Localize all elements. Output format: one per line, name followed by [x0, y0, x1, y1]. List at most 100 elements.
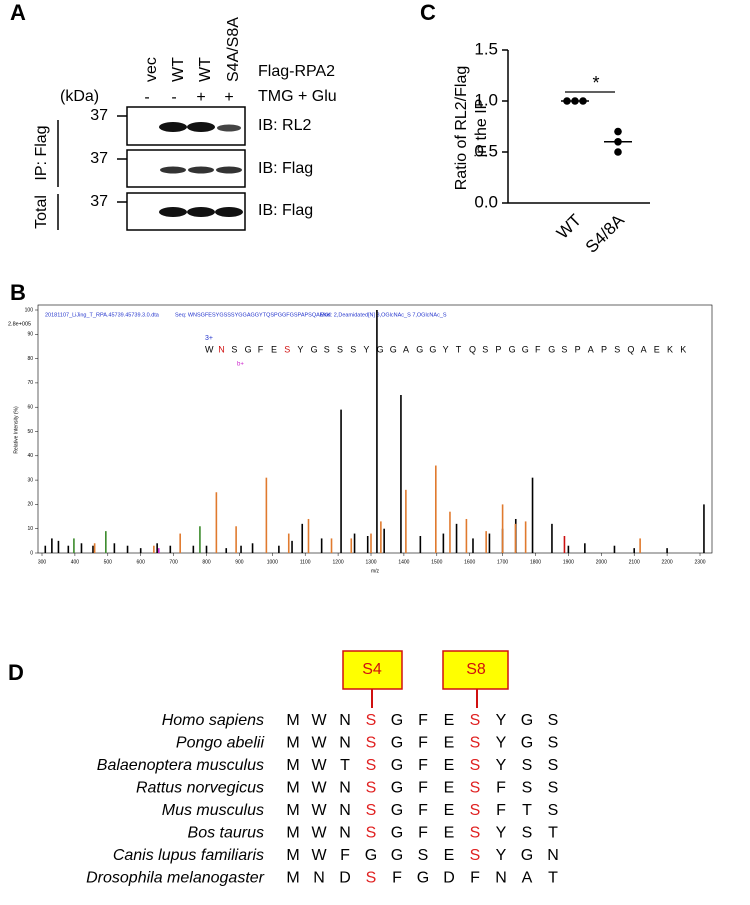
x-axis-label: m/z: [371, 568, 380, 574]
sequence-residue: A: [641, 344, 647, 354]
residue: S: [366, 870, 377, 887]
residue: F: [340, 847, 350, 864]
residue: S: [522, 780, 533, 797]
residue: S: [470, 712, 481, 729]
sequence-residue: K: [667, 344, 673, 354]
band: [217, 124, 241, 132]
species-name: Balaenoptera musculus: [97, 757, 264, 774]
sequence-residue: P: [575, 344, 581, 354]
x-tick-label: 2100: [629, 559, 640, 565]
lane-label: S4A/S8A: [225, 17, 242, 82]
residue: S: [366, 735, 377, 752]
x-tick-label: 500: [104, 559, 113, 565]
residue: N: [339, 780, 351, 797]
band: [160, 166, 186, 174]
treatment-sign: +: [224, 89, 233, 106]
band: [215, 207, 243, 217]
residue: E: [444, 847, 455, 864]
x-tick-label: 2300: [694, 559, 705, 565]
residue: Y: [496, 735, 507, 752]
residue: Y: [496, 712, 507, 729]
y-tick-label: 0.0: [474, 192, 498, 211]
sequence-residue: G: [245, 344, 252, 354]
species-name: Bos taurus: [188, 825, 264, 842]
y-tick-label: 70: [27, 380, 33, 386]
residue: S: [548, 757, 559, 774]
sequence-residue: E: [654, 344, 660, 354]
residue: G: [391, 780, 403, 797]
sequence-residue: S: [482, 344, 488, 354]
residue: W: [311, 712, 327, 729]
y-tick-label: 20: [27, 502, 33, 508]
residue: Y: [496, 757, 507, 774]
residue: G: [391, 847, 403, 864]
residue: S: [366, 825, 377, 842]
data-point: [571, 97, 579, 105]
residue: G: [365, 847, 377, 864]
sequence-residue: S: [614, 344, 620, 354]
x-tick-label: 600: [137, 559, 146, 565]
panel-label: B: [10, 280, 26, 305]
residue: S: [470, 847, 481, 864]
residue: S: [522, 757, 533, 774]
y-axis-label: Relative Intensity (%): [13, 406, 19, 454]
marker-label: 37: [90, 150, 108, 167]
y-tick-label: 10: [27, 526, 33, 532]
species-name: Pongo abelii: [176, 735, 265, 752]
y-tick-label: 40: [27, 453, 33, 459]
x-tick-label: 1200: [333, 559, 344, 565]
sequence-residue: N: [218, 344, 225, 354]
residue: D: [339, 870, 351, 887]
residue: E: [444, 757, 455, 774]
kda-label: (kDa): [60, 88, 99, 105]
y-tick-label: 1.5: [474, 39, 498, 58]
blot-frame: [126, 192, 246, 231]
x-tick-label: 1900: [563, 559, 574, 565]
treatment-label: TMG + Glu: [258, 88, 337, 105]
residue: N: [339, 735, 351, 752]
residue: S: [548, 735, 559, 752]
panel-label: D: [8, 660, 24, 685]
data-point: [579, 97, 587, 105]
blot-frame: [126, 149, 246, 188]
data-point: [563, 97, 571, 105]
sequence-residue: A: [403, 344, 409, 354]
residue: W: [311, 847, 327, 864]
residue: T: [548, 870, 558, 887]
sequence-residue: G: [522, 344, 529, 354]
residue: S: [548, 802, 559, 819]
residue: S: [366, 780, 377, 797]
x-tick-label: 1400: [398, 559, 409, 565]
x-tick-label: 900: [235, 559, 244, 565]
bands: [159, 122, 243, 217]
residue: G: [391, 825, 403, 842]
x-tick-label: 700: [169, 559, 178, 565]
sequence-residue: Q: [469, 344, 476, 354]
sequence-residue: Y: [363, 344, 369, 354]
site-label: S4: [362, 661, 382, 678]
sequence-residue: Y: [443, 344, 449, 354]
y-axis-label: in the IP: [473, 99, 490, 158]
spectrum-header: Mod: 2,Deamidated[N] 3,OGlcNAc_S 7,OGlcN…: [320, 312, 447, 318]
residue: G: [391, 757, 403, 774]
residue: E: [444, 802, 455, 819]
residue: A: [522, 870, 533, 887]
x-tick-label: 1100: [300, 559, 311, 565]
species-name: Rattus norvegicus: [136, 780, 264, 797]
residue: M: [286, 712, 299, 729]
residue: N: [339, 825, 351, 842]
treatment-sign: -: [171, 89, 176, 106]
residue: S: [522, 825, 533, 842]
residue: N: [313, 870, 325, 887]
blot-frame: [126, 106, 246, 146]
residue: S: [366, 712, 377, 729]
charge-label: 3+: [205, 335, 213, 342]
species-name: Drosophila melanogaster: [86, 870, 265, 887]
band: [159, 122, 187, 132]
sequence-residue: S: [324, 344, 330, 354]
treatment-sign: +: [196, 89, 205, 106]
residue: F: [418, 735, 428, 752]
x-tick-label: 2000: [596, 559, 607, 565]
x-tick-label: 1800: [530, 559, 541, 565]
panel-label: A: [10, 0, 26, 25]
